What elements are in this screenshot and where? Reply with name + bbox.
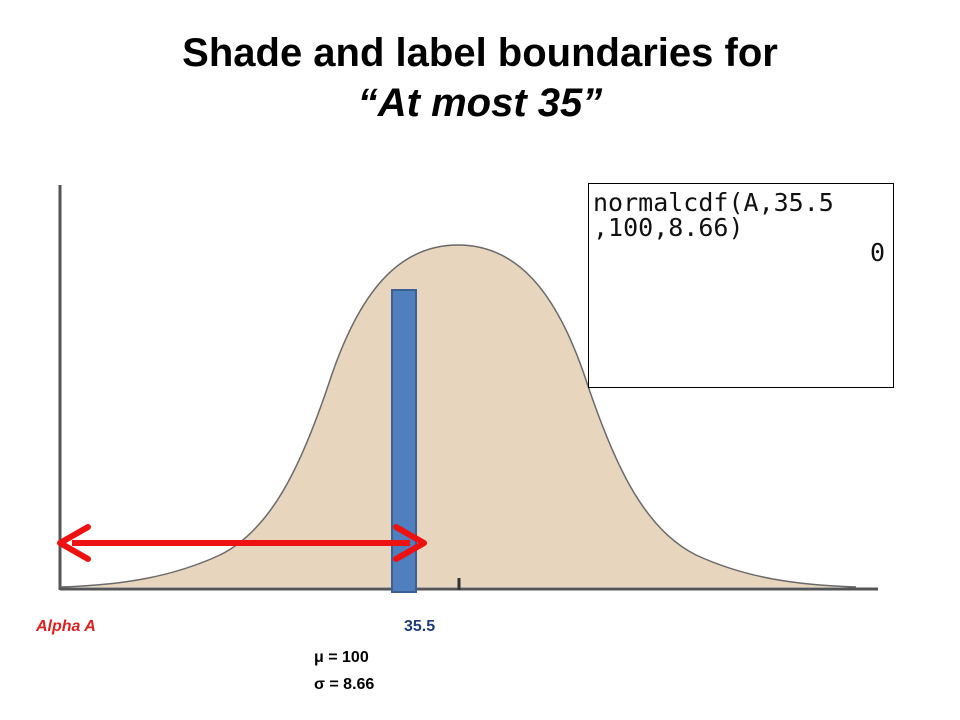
calculator-result: 0	[869, 238, 885, 267]
std-dev-label: σ = 8.66	[314, 676, 375, 693]
bell-curve	[60, 245, 856, 587]
calculator-screen: normalcdf(A,35.5 ,100,8.66) 0	[588, 183, 894, 388]
calculator-line-2: ,100,8.66)	[593, 213, 744, 242]
alpha-label: Alpha A	[36, 618, 96, 635]
mean-label: μ = 100	[314, 649, 369, 666]
title-line-2: “At most 35”	[357, 81, 603, 125]
calculator-line-1: normalcdf(A,35.5	[593, 188, 834, 217]
bell-curve-outline	[59, 244, 857, 588]
page-title: Shade and label boundaries for “At most …	[0, 28, 960, 128]
range-arrow-right-head	[393, 524, 427, 562]
title-line-1: Shade and label boundaries for	[182, 31, 778, 75]
range-arrow-left-head	[57, 524, 91, 562]
boundary-label: 35.5	[404, 618, 436, 635]
